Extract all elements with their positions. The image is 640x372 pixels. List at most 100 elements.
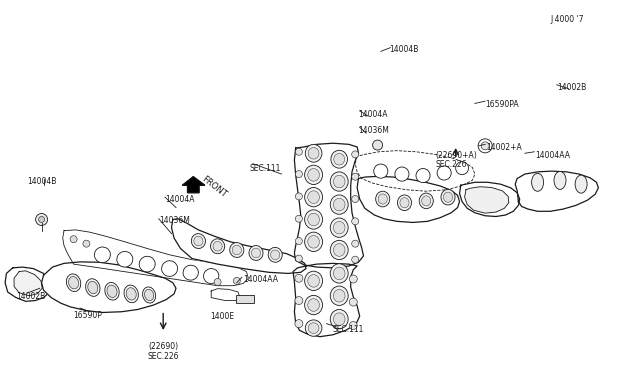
Ellipse shape bbox=[268, 247, 282, 262]
Ellipse shape bbox=[400, 198, 409, 208]
Ellipse shape bbox=[305, 144, 322, 162]
Text: 14004B: 14004B bbox=[389, 45, 419, 54]
Ellipse shape bbox=[305, 232, 323, 251]
Text: 16590PA: 16590PA bbox=[485, 100, 519, 109]
Ellipse shape bbox=[419, 193, 433, 209]
Ellipse shape bbox=[333, 267, 345, 280]
Circle shape bbox=[349, 321, 357, 330]
Polygon shape bbox=[182, 177, 205, 193]
Ellipse shape bbox=[305, 320, 322, 336]
Circle shape bbox=[83, 240, 90, 247]
Ellipse shape bbox=[140, 256, 155, 272]
Ellipse shape bbox=[124, 285, 138, 303]
Ellipse shape bbox=[305, 271, 323, 291]
Ellipse shape bbox=[308, 235, 319, 248]
Ellipse shape bbox=[308, 213, 319, 226]
Ellipse shape bbox=[333, 198, 345, 211]
Ellipse shape bbox=[230, 243, 244, 257]
Text: 14002B: 14002B bbox=[557, 83, 586, 92]
Ellipse shape bbox=[183, 265, 198, 280]
Ellipse shape bbox=[444, 192, 452, 202]
Text: SEC.226: SEC.226 bbox=[147, 352, 179, 360]
Text: 14004B: 14004B bbox=[27, 177, 56, 186]
Ellipse shape bbox=[441, 189, 455, 205]
Ellipse shape bbox=[194, 236, 203, 246]
Ellipse shape bbox=[252, 248, 260, 258]
Ellipse shape bbox=[308, 169, 319, 181]
Ellipse shape bbox=[395, 167, 409, 181]
Ellipse shape bbox=[162, 261, 177, 276]
Circle shape bbox=[214, 279, 221, 285]
Circle shape bbox=[296, 148, 302, 155]
Polygon shape bbox=[465, 187, 509, 213]
Circle shape bbox=[349, 298, 357, 306]
Circle shape bbox=[38, 217, 45, 222]
Text: (22690+A): (22690+A) bbox=[435, 151, 477, 160]
Ellipse shape bbox=[422, 196, 431, 206]
Ellipse shape bbox=[204, 269, 219, 283]
Ellipse shape bbox=[305, 165, 323, 185]
Circle shape bbox=[352, 196, 358, 202]
Ellipse shape bbox=[211, 239, 225, 254]
Ellipse shape bbox=[271, 250, 280, 260]
Circle shape bbox=[70, 236, 77, 243]
Polygon shape bbox=[172, 219, 306, 273]
Ellipse shape bbox=[308, 299, 319, 311]
Ellipse shape bbox=[68, 276, 79, 289]
Ellipse shape bbox=[117, 251, 132, 267]
Ellipse shape bbox=[143, 287, 156, 303]
Ellipse shape bbox=[232, 245, 241, 255]
Circle shape bbox=[481, 142, 489, 150]
Ellipse shape bbox=[437, 166, 451, 180]
Ellipse shape bbox=[330, 172, 348, 191]
Ellipse shape bbox=[575, 175, 587, 193]
Ellipse shape bbox=[126, 288, 136, 300]
Ellipse shape bbox=[88, 281, 98, 294]
Ellipse shape bbox=[416, 169, 430, 183]
Ellipse shape bbox=[554, 171, 566, 189]
Polygon shape bbox=[357, 176, 460, 222]
Ellipse shape bbox=[249, 246, 263, 260]
Circle shape bbox=[352, 240, 358, 247]
Ellipse shape bbox=[107, 285, 117, 298]
Text: 14004A: 14004A bbox=[165, 195, 195, 204]
Text: 14036M: 14036M bbox=[358, 126, 389, 135]
Circle shape bbox=[352, 256, 358, 263]
Text: 14004A: 14004A bbox=[358, 110, 388, 119]
Text: 14036M: 14036M bbox=[159, 216, 189, 225]
Ellipse shape bbox=[330, 286, 348, 305]
Ellipse shape bbox=[333, 313, 345, 326]
Circle shape bbox=[295, 296, 303, 305]
Circle shape bbox=[296, 171, 302, 177]
Circle shape bbox=[295, 274, 303, 282]
Ellipse shape bbox=[308, 275, 319, 287]
Polygon shape bbox=[42, 262, 176, 312]
Ellipse shape bbox=[308, 191, 319, 203]
Ellipse shape bbox=[191, 234, 205, 248]
Ellipse shape bbox=[331, 150, 348, 168]
Ellipse shape bbox=[330, 310, 348, 329]
Circle shape bbox=[478, 139, 492, 153]
Ellipse shape bbox=[330, 195, 348, 214]
Ellipse shape bbox=[374, 164, 388, 178]
Ellipse shape bbox=[333, 221, 345, 234]
Ellipse shape bbox=[305, 210, 323, 229]
Ellipse shape bbox=[105, 282, 119, 300]
Polygon shape bbox=[5, 267, 52, 301]
Ellipse shape bbox=[333, 289, 345, 302]
Polygon shape bbox=[515, 171, 598, 211]
Ellipse shape bbox=[308, 323, 319, 333]
Circle shape bbox=[36, 214, 47, 225]
Text: SEC.111: SEC.111 bbox=[333, 326, 364, 334]
Circle shape bbox=[352, 218, 358, 225]
Ellipse shape bbox=[95, 247, 110, 263]
Ellipse shape bbox=[145, 289, 154, 301]
Circle shape bbox=[296, 255, 302, 262]
Ellipse shape bbox=[330, 218, 348, 237]
Ellipse shape bbox=[308, 147, 319, 159]
Polygon shape bbox=[14, 271, 42, 296]
Ellipse shape bbox=[456, 162, 468, 175]
Polygon shape bbox=[63, 230, 248, 286]
Ellipse shape bbox=[305, 295, 323, 315]
Ellipse shape bbox=[376, 191, 390, 207]
